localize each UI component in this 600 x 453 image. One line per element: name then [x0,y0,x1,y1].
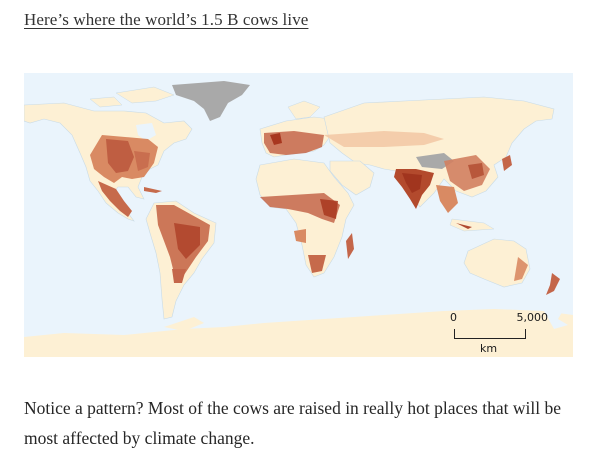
scale-bar: 0 5,000 km [450,311,550,357]
scale-end-label: 5,000 [516,311,549,324]
greenland-region [172,81,250,121]
body-paragraph: Notice a pattern? Most of the cows are r… [24,398,561,448]
tibet-region [416,153,454,169]
australia [463,238,531,288]
world-map-graphic [24,81,573,357]
antarctica [24,309,573,357]
scale-bar-line [454,329,526,339]
scale-unit-label: km [480,342,498,355]
asia [323,96,555,208]
scale-start-label: 0 [450,311,457,324]
map-title-link[interactable]: Here’s where the world’s 1.5 B cows live [24,10,309,29]
cattle-density-world-map: 0 5,000 km [24,73,573,357]
